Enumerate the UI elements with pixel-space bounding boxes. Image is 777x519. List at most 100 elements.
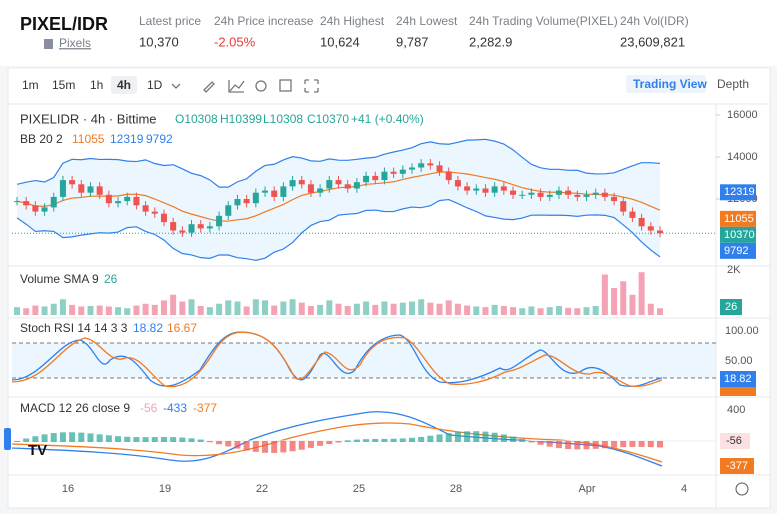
candle [611,196,618,202]
view-button[interactable]: Depth [717,77,749,91]
macd-histogram [519,438,526,442]
macd-histogram [473,431,480,442]
interval-button[interactable]: 4h [117,78,131,92]
stat-label: 24h Vol(IDR) [620,14,689,28]
x-tick-label: 19 [159,483,171,495]
candle [142,205,149,212]
stoch-band [12,343,716,378]
volume-bar [454,303,461,315]
candle [133,196,140,206]
macd-histogram [546,441,553,447]
side-toggle[interactable] [4,428,11,450]
candle [418,163,425,168]
candle [32,205,39,212]
macd-histogram [170,437,177,442]
candle [657,230,663,234]
interval-button[interactable]: 1h [90,78,103,92]
volume-bar [41,306,48,315]
save-icon[interactable] [279,79,292,92]
volume-bar [23,308,30,315]
stoch-tick: 50.00 [725,355,753,367]
volume-bar [307,306,314,315]
volume-bar [611,288,618,315]
bb-label: BB 20 2 [20,132,63,146]
volume-bar [473,306,480,315]
volume-bar [151,304,158,315]
macd-histogram [289,441,296,452]
price-badge [720,210,756,227]
indicator-icon[interactable] [228,80,245,93]
price-badge [720,242,756,259]
bb-fill [17,139,660,261]
volume-bar [353,303,360,315]
macd-histogram [601,441,608,449]
macd-histogram [638,441,645,447]
volume-bar [206,307,213,315]
interval-button[interactable]: 1m [22,78,39,92]
candle [574,194,581,197]
volume-bar [491,304,498,315]
candle [326,180,333,189]
price-badge-label: 11055 [724,213,754,225]
macd-histogram [592,441,599,449]
candle [41,207,48,212]
pane-dividers [8,103,770,508]
macd-histogram [353,439,360,442]
candle [583,194,590,197]
stat-value: 2,282.9 [469,34,512,49]
active-view-bg [626,75,706,93]
candle [115,201,122,204]
candle [436,165,443,172]
volume-bar [326,300,333,315]
macd-tick: 400 [727,404,745,416]
candle [510,190,517,195]
volume-bar [317,304,324,315]
macd-histogram [611,441,618,448]
pixels-link[interactable]: Pixels [59,36,91,50]
bb-upper [16,138,661,188]
volume-bar [565,307,572,315]
candle [353,182,360,189]
candle [372,175,379,181]
axis-settings[interactable] [735,482,749,496]
macd-histogram [344,440,351,442]
interval-button[interactable]: 15m [52,78,75,92]
volume-bar [216,303,223,315]
link-icon [44,39,53,49]
price-badge [720,226,756,243]
macd-badge [720,433,750,449]
candle [344,184,351,189]
macd-histogram [262,441,269,453]
settings-icon[interactable] [255,80,267,92]
volume-tick: 2K [727,264,741,276]
candle [528,192,535,195]
stoch-badge-2 [720,387,756,396]
volume-bar [32,305,39,315]
candle [399,169,406,174]
pane-title: Volume SMA 9 [20,272,99,286]
volume-bar [262,300,269,315]
macd-histogram [115,436,122,442]
volume-bar [170,294,177,315]
candle [445,171,452,181]
macd-histogram [335,441,342,443]
macd-histogram [464,431,471,442]
price-badge-label: 12319 [724,186,755,198]
macd-histogram [408,437,415,442]
volume-bar [390,303,397,315]
ohlc-value: O10308 [175,112,218,126]
dropdown-arrow[interactable] [171,83,181,89]
volume-bar [363,301,370,315]
view-button[interactable]: Trading View [633,77,707,91]
macd-histogram [555,441,562,449]
fullscreen-icon[interactable] [304,79,319,93]
draw-icon[interactable] [203,81,215,93]
interval-button[interactable]: 1D [147,78,163,92]
macd-histogram [133,437,140,442]
candle [252,192,259,204]
candle [565,190,572,195]
candle [363,175,370,183]
volume-bar [647,303,654,315]
ohlc-value: L10308 [263,112,303,126]
